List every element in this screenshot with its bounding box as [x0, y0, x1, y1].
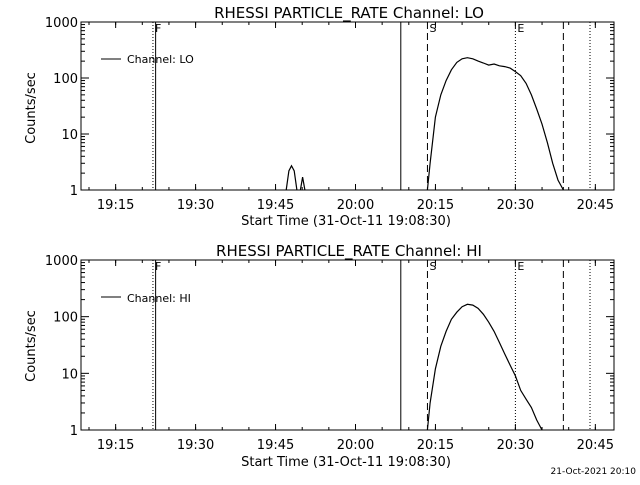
- time-marker-label: S: [429, 22, 436, 35]
- x-tick-label: 19:45: [257, 198, 294, 213]
- time-marker-label: F: [155, 22, 161, 35]
- x-axis-label: Start Time (31-Oct-11 19:08:30): [241, 455, 451, 470]
- legend-label: Channel: HI: [127, 292, 191, 305]
- time-marker-label: E: [517, 22, 524, 35]
- y-tick-label: 10: [61, 367, 78, 382]
- timestamp: 21-Oct-2021 20:10: [551, 467, 637, 477]
- y-tick-label: 1000: [45, 16, 78, 31]
- time-marker-label: S: [429, 260, 436, 273]
- y-tick-label: 100: [53, 311, 78, 326]
- panel-hi: RHESSI PARTICLE_RATE Channel: HI Start T…: [24, 242, 615, 470]
- y-tick-label: 1: [70, 184, 78, 199]
- x-tick-label: 20:30: [497, 438, 534, 453]
- y-tick-label: 100: [53, 72, 78, 87]
- x-tick-label: 20:45: [577, 438, 614, 453]
- x-tick-label: 19:15: [97, 198, 134, 213]
- time-marker-label: F: [155, 260, 161, 273]
- chart-title: RHESSI PARTICLE_RATE Channel: LO: [214, 4, 484, 23]
- y-axis-label: Counts/sec: [24, 72, 39, 144]
- x-tick-label: 19:30: [177, 198, 214, 213]
- x-tick-label: 19:45: [257, 438, 294, 453]
- x-tick-label: 20:45: [577, 198, 614, 213]
- series-line: [426, 57, 564, 191]
- panel-lo: RHESSI PARTICLE_RATE Channel: LO Start T…: [24, 4, 615, 229]
- y-tick-label: 10: [61, 128, 78, 143]
- series-line: [299, 176, 306, 191]
- plot-frame: [80, 21, 615, 191]
- x-tick-label: 19:15: [97, 438, 134, 453]
- time-marker-label: E: [517, 260, 524, 273]
- x-tick-label: 20:15: [417, 198, 454, 213]
- plot-frame: [80, 259, 615, 431]
- chart-title: RHESSI PARTICLE_RATE Channel: HI: [216, 242, 482, 261]
- x-tick-label: 20:00: [337, 198, 374, 213]
- x-tick-label: 20:15: [417, 438, 454, 453]
- legend-label: Channel: LO: [127, 53, 194, 66]
- y-axis-label: Counts/sec: [24, 310, 39, 382]
- series-line: [285, 164, 298, 191]
- x-axis-label: Start Time (31-Oct-11 19:08:30): [241, 214, 451, 229]
- x-tick-label: 19:30: [177, 438, 214, 453]
- series-line: [426, 303, 543, 431]
- y-tick-label: 1: [70, 424, 78, 439]
- x-tick-label: 20:30: [497, 198, 534, 213]
- y-tick-label: 1000: [45, 254, 78, 269]
- x-tick-label: 20:00: [337, 438, 374, 453]
